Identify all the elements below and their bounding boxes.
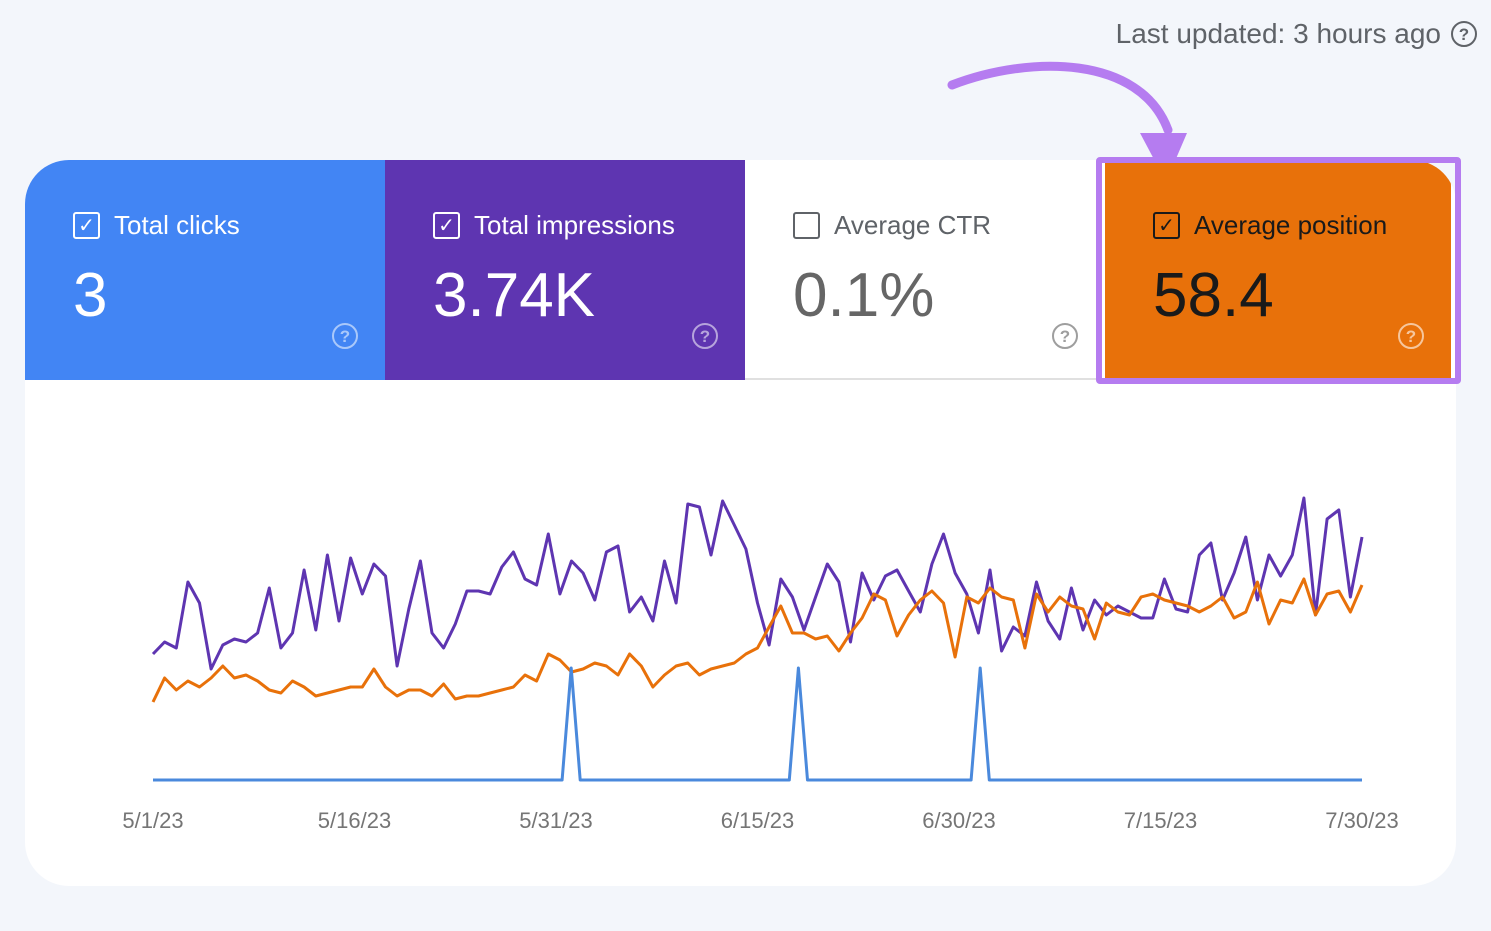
last-updated-text: Last updated: 3 hours ago bbox=[1115, 18, 1441, 49]
performance-chart: 5/1/23 5/16/23 5/31/23 6/15/23 6/30/23 7/15/2… bbox=[122, 496, 1399, 833]
total-clicks-checkbox[interactable]: ✓ bbox=[73, 212, 100, 239]
clicks-series-line bbox=[153, 666, 1362, 782]
total-impressions-value: 3.74K bbox=[433, 261, 596, 330]
impressions-series-line bbox=[151, 496, 1364, 671]
average-ctr-label: Average CTR bbox=[834, 210, 992, 240]
x-tick-label: 7/30/23 bbox=[1325, 808, 1398, 833]
average-ctr-checkbox[interactable] bbox=[793, 212, 820, 239]
average-ctr-tile[interactable]: Average CTR 0.1% ? bbox=[745, 160, 1105, 380]
average-position-tile[interactable]: ✓ Average position 58.4 ? bbox=[1105, 160, 1456, 380]
help-icon[interactable]: ? bbox=[332, 323, 358, 349]
total-impressions-checkbox[interactable]: ✓ bbox=[433, 212, 460, 239]
average-position-checkbox[interactable]: ✓ bbox=[1153, 212, 1180, 239]
x-tick-label: 5/16/23 bbox=[318, 808, 391, 833]
average-position-value: 58.4 bbox=[1153, 261, 1274, 330]
help-icon[interactable]: ? bbox=[1451, 21, 1477, 47]
x-tick-label: 6/30/23 bbox=[922, 808, 995, 833]
help-icon[interactable]: ? bbox=[1052, 323, 1078, 349]
total-clicks-value: 3 bbox=[73, 261, 108, 330]
x-tick-label: 5/31/23 bbox=[519, 808, 592, 833]
total-impressions-label: Total impressions bbox=[474, 210, 675, 240]
help-icon[interactable]: ? bbox=[692, 323, 718, 349]
metric-tiles: ✓ Total clicks 3 ? ✓ Total impressions 3… bbox=[25, 160, 1456, 380]
total-impressions-tile[interactable]: ✓ Total impressions 3.74K ? bbox=[385, 160, 745, 380]
help-icon[interactable]: ? bbox=[1398, 323, 1424, 349]
average-position-label: Average position bbox=[1194, 210, 1388, 240]
x-tick-label: 7/15/23 bbox=[1124, 808, 1197, 833]
total-clicks-label: Total clicks bbox=[114, 210, 240, 240]
performance-card: ✓ Total clicks 3 ? ✓ Total impressions 3… bbox=[25, 160, 1456, 886]
x-tick-label: 5/1/23 bbox=[122, 808, 183, 833]
x-tick-label: 6/15/23 bbox=[721, 808, 794, 833]
average-ctr-value: 0.1% bbox=[793, 261, 935, 330]
position-series-line bbox=[151, 577, 1364, 703]
total-clicks-tile[interactable]: ✓ Total clicks 3 ? bbox=[25, 160, 385, 380]
last-updated: Last updated: 3 hours ago ? bbox=[1116, 14, 1477, 54]
